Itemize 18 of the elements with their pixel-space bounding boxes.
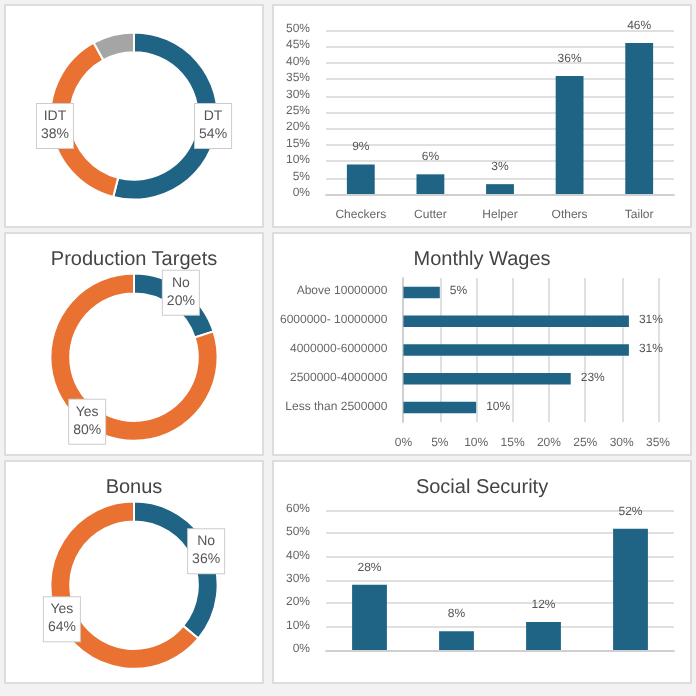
chart-title: Production Targets bbox=[50, 249, 218, 271]
bar bbox=[403, 344, 629, 356]
bar bbox=[416, 174, 445, 194]
chart-title: Monthly Wages bbox=[413, 249, 551, 271]
bar bbox=[403, 401, 477, 414]
bar bbox=[346, 164, 375, 194]
bar bbox=[625, 43, 654, 194]
chart-title: Bonus bbox=[105, 477, 163, 499]
chart-title: Social Security bbox=[415, 477, 549, 499]
bar bbox=[403, 373, 571, 385]
bar bbox=[403, 315, 629, 327]
bar bbox=[439, 631, 474, 650]
bar bbox=[555, 75, 584, 194]
bar bbox=[486, 184, 514, 194]
bar bbox=[526, 622, 561, 650]
bar bbox=[403, 286, 440, 299]
bar bbox=[613, 528, 648, 650]
bar bbox=[352, 584, 387, 650]
